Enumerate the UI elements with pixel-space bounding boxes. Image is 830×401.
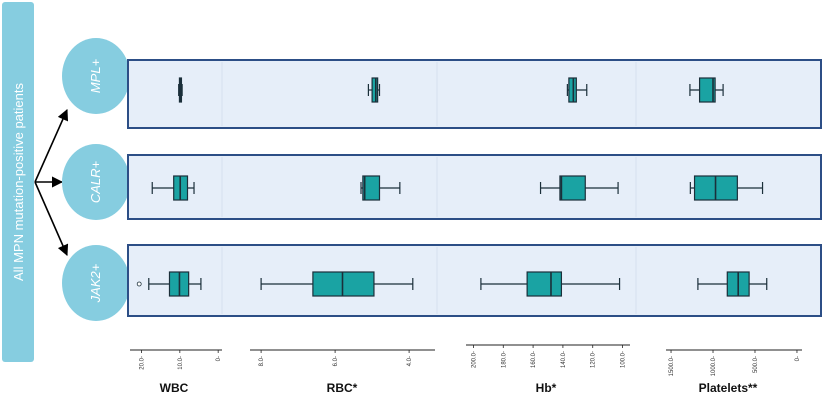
iqr-box-hb-calr (559, 175, 586, 201)
iqr-box-platelets-mpl (698, 77, 716, 103)
tick-label-platelets-3: 0- (795, 356, 801, 361)
box-platelets-calr (689, 175, 764, 201)
tick-label-rbc-0: 8.0- (259, 356, 265, 366)
group-label-calr: CALR+ (88, 160, 103, 203)
iqr-box-rbc-mpl (371, 77, 379, 103)
boxplot-marks (136, 77, 768, 297)
tick-label-rbc-2: 4.0- (407, 356, 413, 366)
axis-title-platelets: Platelets** (699, 381, 758, 395)
side-label-box (2, 2, 34, 362)
tick-label-hb-1: 180.0- (501, 351, 507, 368)
axis-title-hb: Hb* (536, 381, 557, 395)
box-platelets-jak2 (697, 271, 768, 297)
tick-label-wbc-0: 20.0- (140, 356, 146, 370)
group-label-jak2: JAK2+ (88, 263, 103, 303)
side-label: All MPN mutation-positive patients (11, 83, 26, 281)
group-oval-jak2 (62, 245, 130, 321)
arrow-to-jak2 (34, 181, 69, 257)
panel-jak2 (127, 244, 822, 317)
tick-label-hb-4: 120.0- (591, 351, 597, 368)
tick-label-platelets-0: 1500.0- (669, 356, 675, 376)
iqr-box-hb-jak2 (526, 271, 563, 297)
box-wbc-mpl (178, 77, 183, 103)
axis-title-wbc: WBC (160, 381, 189, 395)
box-platelets-mpl (689, 77, 724, 103)
box-hb-calr (539, 175, 619, 201)
tick-label-hb-5: 100.0- (621, 351, 627, 368)
iqr-box-rbc-calr (362, 175, 381, 201)
box-wbc-jak2 (136, 271, 202, 297)
x-axis-hb: 200.0- 180.0- 160.0- 140.0- 120.0- 100.0- (466, 344, 630, 368)
panel-column-separators (221, 62, 637, 314)
tick-label-rbc-1: 6.0- (333, 356, 339, 366)
tick-label-hb-0: 200.0- (471, 351, 477, 368)
group-arrows (34, 108, 69, 257)
tick-label-wbc-2: 0- (216, 356, 222, 361)
tick-label-hb-3: 140.0- (561, 351, 567, 368)
arrow-to-mpl (34, 108, 69, 183)
box-hb-jak2 (480, 271, 621, 297)
axis-title-rbc: RBC* (327, 381, 358, 395)
x-axis-rbc: 8.0- 6.0- 4.0- (250, 349, 435, 366)
panel-mpl (127, 59, 822, 129)
iqr-box-rbc-jak2 (312, 271, 375, 297)
x-axis-platelets: 1500.0- 1000.0- 500.0- 0- (666, 349, 802, 376)
box-hb-mpl (566, 77, 588, 103)
x-axes: 20.0- 10.0- 0- 8.0- 6.0- 4.0- 200.0- 180.0- 160.… (130, 344, 802, 376)
tick-label-platelets-1: 1000.0- (711, 356, 717, 376)
box-wbc-calr (151, 175, 195, 201)
tick-label-platelets-2: 500.0- (753, 356, 759, 373)
group-oval-mpl (62, 38, 130, 114)
group-label-mpl: MPL+ (88, 58, 103, 93)
outlier-wbc-jak2-0 (136, 281, 142, 287)
group-oval-calr (62, 144, 130, 220)
x-axis-wbc: 20.0- 10.0- 0- (130, 349, 222, 370)
box-rbc-mpl (367, 77, 381, 103)
box-rbc-jak2 (260, 271, 414, 297)
box-rbc-calr (360, 175, 401, 201)
tick-label-hb-2: 160.0- (531, 351, 537, 368)
tick-label-wbc-1: 10.0- (178, 356, 184, 370)
